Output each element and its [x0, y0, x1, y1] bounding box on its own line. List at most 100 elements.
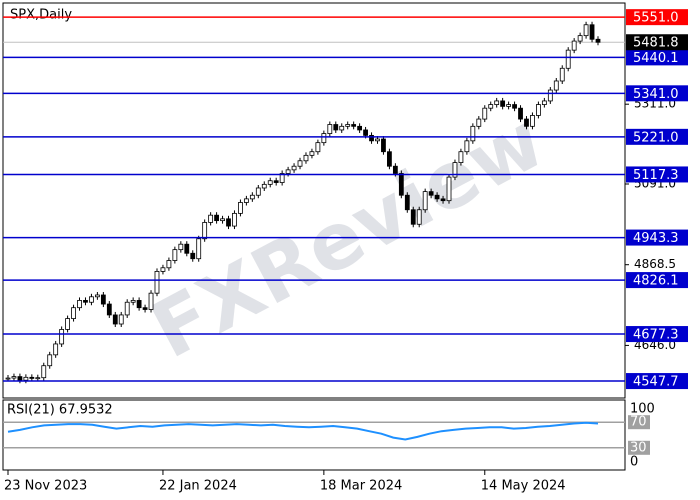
level-label: 5221.0: [633, 130, 679, 145]
candle-body: [446, 176, 452, 202]
rsi-frame: [2, 399, 626, 471]
current-label: 5481.8: [633, 36, 679, 51]
candle-body: [452, 162, 458, 178]
level-label-box: [626, 373, 688, 390]
candle-body: [238, 202, 243, 214]
candle-body: [261, 183, 267, 189]
candle-body: [232, 212, 237, 227]
main-frame: [2, 2, 626, 399]
candle-body: [202, 222, 208, 240]
candle-body: [589, 24, 595, 40]
candle-body: [112, 314, 118, 325]
candle-body: [17, 376, 23, 381]
candle-body: [500, 100, 506, 107]
candle-body: [398, 173, 404, 196]
candle-body: [77, 300, 82, 309]
candle-body: [160, 267, 166, 272]
candle-body: [303, 154, 309, 162]
candle-body: [309, 151, 315, 156]
candle-body: [547, 89, 553, 102]
level-label-box: [626, 85, 688, 102]
candle-body: [267, 180, 273, 185]
candle-body: [392, 165, 398, 174]
candle-body: [494, 100, 500, 105]
candle-body: [357, 125, 363, 131]
candle-body: [154, 271, 160, 294]
rsi-line: [7, 421, 599, 441]
candle-body: [130, 300, 136, 303]
level-label: 4677.3: [633, 328, 679, 343]
candle-body: [226, 218, 231, 227]
candle-body: [249, 194, 255, 200]
x-tick-label: 22 Jan 2024: [159, 479, 237, 494]
candle-body: [345, 124, 351, 127]
candle-body: [291, 165, 297, 171]
candle-body: [41, 365, 47, 379]
candle-body: [315, 142, 321, 153]
candle-body: [583, 24, 589, 37]
candle-body: [387, 151, 392, 167]
candle-body: [488, 104, 494, 109]
x-tick-label: 18 Mar 2024: [320, 479, 402, 494]
candle-body: [29, 376, 35, 379]
candle-body: [518, 107, 523, 120]
candle-body: [11, 376, 17, 379]
candle-body: [243, 198, 249, 203]
candle-body: [339, 125, 345, 131]
candle-body: [196, 238, 202, 260]
candle-body: [106, 303, 112, 316]
candle-body: [83, 300, 88, 303]
candle-body: [381, 138, 386, 153]
rsi-tick-label: 100: [630, 402, 655, 417]
candle-body: [279, 173, 285, 183]
level-label: 5341.0: [633, 87, 679, 102]
candle-body: [53, 343, 59, 356]
candle-body: [190, 252, 196, 260]
candle-body: [166, 260, 172, 269]
current-label-box: [626, 34, 688, 51]
candle-body: [65, 318, 70, 330]
candle-body: [136, 300, 142, 309]
candle-body: [285, 169, 291, 174]
candle-body: [220, 218, 225, 222]
candle-body: [458, 151, 464, 163]
candle-body: [470, 125, 476, 142]
x-tick-label: 23 Nov 2023: [4, 479, 87, 494]
candle-body: [59, 329, 65, 345]
candle-body: [440, 198, 446, 202]
level-label-box: [626, 326, 688, 343]
candle-body: [208, 214, 214, 223]
candle-body: [553, 80, 559, 91]
candle-body: [422, 191, 428, 211]
candle-body: [321, 133, 327, 144]
candle-body: [178, 243, 184, 251]
level-label: 5440.1: [633, 51, 679, 66]
level-label: 4547.7: [633, 375, 679, 390]
level-label: 5551.0: [633, 11, 679, 26]
candle-body: [577, 35, 583, 42]
candle-body: [297, 160, 303, 167]
level-label-box: [626, 166, 688, 183]
candle-body: [506, 104, 512, 107]
chart-title: SPX,Daily: [10, 8, 72, 23]
candle-body: [5, 377, 11, 380]
candle-body: [482, 107, 488, 120]
level-label-box: [626, 9, 688, 26]
candle-body: [214, 214, 219, 222]
rsi-tick-box: [628, 415, 650, 430]
candle-body: [464, 140, 470, 153]
x-tick-label: 14 May 2024: [481, 479, 566, 494]
candle-body: [530, 115, 535, 127]
candle-body: [363, 129, 368, 136]
candle-body: [94, 294, 100, 298]
candle-body: [428, 191, 434, 196]
candle-body: [148, 292, 154, 310]
candle-body: [404, 194, 410, 211]
candle-body: [47, 354, 53, 367]
candle-body: [434, 194, 440, 200]
rsi-title: RSI(21) 67.9532: [7, 403, 113, 418]
level-label-box: [626, 229, 688, 246]
candle-body: [89, 296, 94, 303]
candle-body: [595, 38, 601, 43]
